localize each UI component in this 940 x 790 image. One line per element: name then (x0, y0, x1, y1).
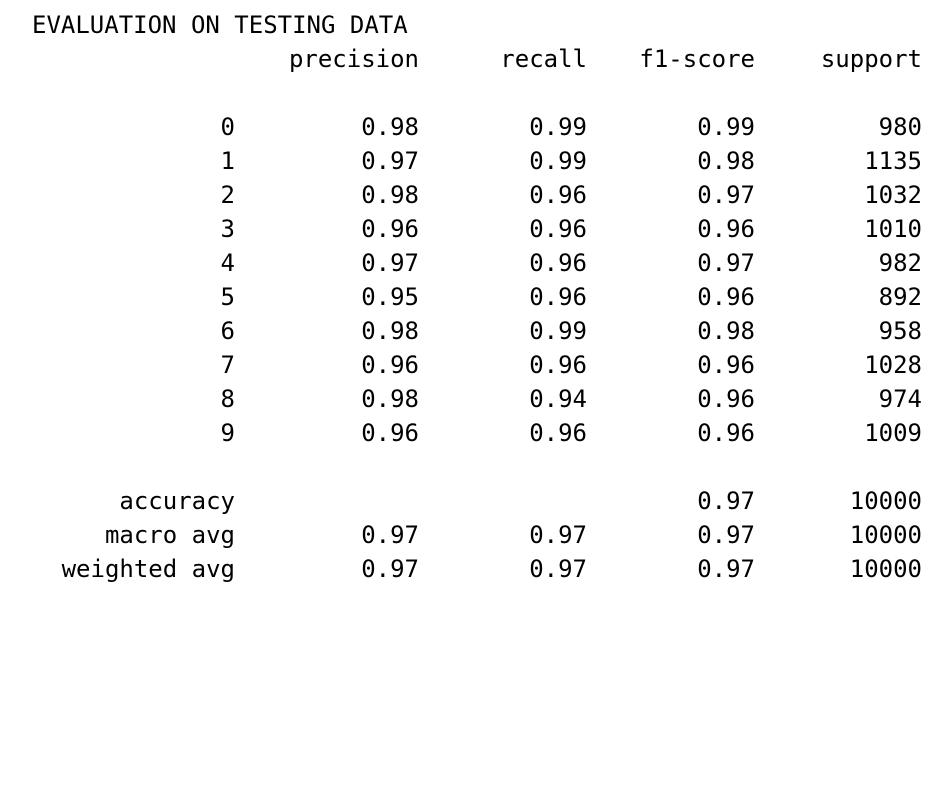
header-row: precision recall f1-score support (32, 42, 922, 76)
row-f1-score: 0.96 (697, 215, 755, 243)
row-support: 974 (878, 385, 922, 413)
row-label: accuracy (119, 487, 235, 515)
row-precision: 0.98 (361, 385, 419, 413)
summary-row-accuracy: accuracy 0.97 10000 (32, 484, 922, 518)
row-support: 980 (878, 113, 922, 141)
row-f1-score: 0.96 (697, 351, 755, 379)
row-label: 6 (220, 317, 235, 345)
row-support: 1009 (864, 419, 922, 447)
row-label: weighted avg (61, 555, 235, 583)
row-support: 958 (878, 317, 922, 345)
row-f1-score: 0.98 (697, 147, 755, 175)
row-f1-score: 0.97 (697, 487, 755, 515)
table-row: 3 0.96 0.96 0.96 1010 (32, 212, 922, 246)
summary-row-macro-avg: macro avg 0.97 0.97 0.97 10000 (32, 518, 922, 552)
summary-row-weighted-avg: weighted avg 0.97 0.97 0.97 10000 (32, 552, 922, 586)
row-recall: 0.97 (529, 521, 587, 549)
table-row: 2 0.98 0.96 0.97 1032 (32, 178, 922, 212)
table-row: 4 0.97 0.96 0.97 982 (32, 246, 922, 280)
class-rows: 0 0.98 0.99 0.99 980 1 0.97 0.99 0.98 11… (32, 110, 922, 450)
row-recall: 0.96 (529, 283, 587, 311)
row-support: 1135 (864, 147, 922, 175)
row-label: 8 (220, 385, 235, 413)
row-f1-score: 0.97 (697, 249, 755, 277)
row-recall: 0.96 (529, 181, 587, 209)
table-row: 5 0.95 0.96 0.96 892 (32, 280, 922, 314)
row-label: 2 (220, 181, 235, 209)
row-precision: 0.96 (361, 419, 419, 447)
row-precision: 0.96 (361, 215, 419, 243)
table-row: 9 0.96 0.96 0.96 1009 (32, 416, 922, 450)
report-title: EVALUATION ON TESTING DATA (32, 11, 408, 39)
row-f1-score: 0.97 (697, 521, 755, 549)
table-row: 1 0.97 0.99 0.98 1135 (32, 144, 922, 178)
row-support: 1010 (864, 215, 922, 243)
row-recall: 0.96 (529, 249, 587, 277)
row-f1-score: 0.96 (697, 419, 755, 447)
row-precision: 0.97 (361, 521, 419, 549)
row-support: 1028 (864, 351, 922, 379)
row-support: 10000 (849, 555, 922, 583)
table-row: 8 0.98 0.94 0.96 974 (32, 382, 922, 416)
row-recall: 0.94 (529, 385, 587, 413)
row-recall: 0.96 (529, 419, 587, 447)
row-precision: 0.97 (361, 147, 419, 175)
row-label: macro avg (104, 521, 235, 549)
row-support: 10000 (849, 487, 922, 515)
row-recall: 0.99 (529, 317, 587, 345)
row-f1-score: 0.96 (697, 283, 755, 311)
row-recall: 0.99 (529, 147, 587, 175)
row-label: 5 (220, 283, 235, 311)
spacer (32, 450, 922, 484)
row-label: 3 (220, 215, 235, 243)
header-precision: precision (288, 45, 419, 73)
header-f1-score: f1-score (639, 45, 755, 73)
row-label: 7 (220, 351, 235, 379)
header-support: support (820, 45, 922, 73)
row-precision: 0.98 (361, 113, 419, 141)
header-recall: recall (500, 45, 587, 73)
table-row: 7 0.96 0.96 0.96 1028 (32, 348, 922, 382)
row-precision: 0.98 (361, 317, 419, 345)
row-precision: 0.95 (361, 283, 419, 311)
row-recall: 0.96 (529, 351, 587, 379)
row-f1-score: 0.98 (697, 317, 755, 345)
summary-rows: accuracy 0.97 10000 macro avg 0.97 0.97 … (32, 484, 922, 586)
row-label: 0 (220, 113, 235, 141)
classification-report: EVALUATION ON TESTING DATA precision rec… (32, 8, 922, 586)
row-precision: 0.97 (361, 555, 419, 583)
row-recall: 0.96 (529, 215, 587, 243)
row-precision: 0.96 (361, 351, 419, 379)
row-f1-score: 0.97 (697, 181, 755, 209)
row-f1-score: 0.97 (697, 555, 755, 583)
row-recall: 0.97 (529, 555, 587, 583)
row-support: 1032 (864, 181, 922, 209)
row-label: 4 (220, 249, 235, 277)
row-support: 892 (878, 283, 922, 311)
spacer (32, 76, 922, 110)
row-precision: 0.98 (361, 181, 419, 209)
row-f1-score: 0.99 (697, 113, 755, 141)
row-support: 982 (878, 249, 922, 277)
row-label: 1 (220, 147, 235, 175)
row-f1-score: 0.96 (697, 385, 755, 413)
row-precision: 0.97 (361, 249, 419, 277)
table-row: 6 0.98 0.99 0.98 958 (32, 314, 922, 348)
report-title-line: EVALUATION ON TESTING DATA (32, 8, 922, 42)
table-row: 0 0.98 0.99 0.99 980 (32, 110, 922, 144)
row-recall: 0.99 (529, 113, 587, 141)
row-label: 9 (220, 419, 235, 447)
row-support: 10000 (849, 521, 922, 549)
